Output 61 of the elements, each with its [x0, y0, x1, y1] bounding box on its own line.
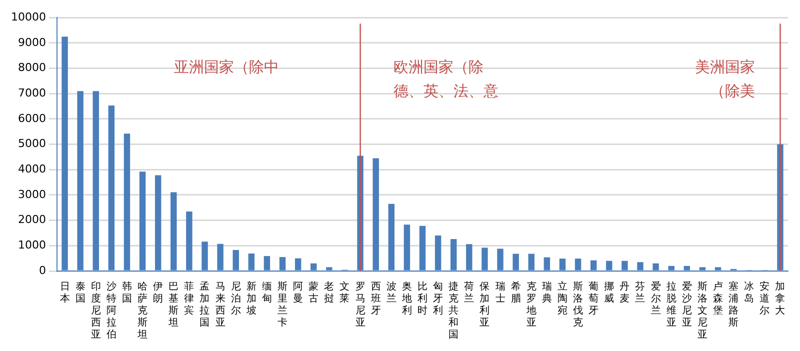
y-tick-label: 10000: [10, 10, 46, 24]
x-tick-label: 匈牙利: [433, 280, 444, 317]
x-tick-label: 缅甸: [262, 282, 272, 305]
y-tick-label: 8000: [18, 61, 46, 74]
x-tick-label: 斯洛文尼亚: [697, 280, 708, 341]
x-tick-label: 斯里兰卡: [278, 280, 288, 329]
y-tick-label: 9000: [18, 36, 46, 49]
x-tick-label: 立陶宛: [557, 280, 568, 317]
y-tick-label: 3000: [18, 188, 46, 201]
x-tick-label: 丹麦: [620, 282, 630, 305]
x-tick-label: 老挝: [324, 280, 334, 305]
x-tick-label: 波兰: [386, 280, 396, 305]
x-tick-label: 巴基斯坦: [168, 282, 179, 329]
x-tick-label: 印度尼西亚: [90, 280, 101, 341]
x-tick-label: 泰国: [75, 282, 86, 305]
x-tick-label: 挪威: [604, 280, 614, 305]
x-tick-label: 安道尔: [760, 280, 770, 317]
y-tick-label: 5000: [18, 137, 46, 150]
x-tick-label: 罗马尼亚: [355, 282, 366, 329]
x-tick-label: 捷克共和国: [448, 280, 459, 341]
x-tick-label: 尼泊尔: [230, 282, 241, 317]
x-tick-label: 瑞典: [542, 280, 552, 305]
x-tick-label: 芬兰: [635, 280, 646, 305]
x-tick-label: 爱沙尼亚: [682, 280, 692, 329]
y-tick-label: 6000: [18, 112, 46, 125]
x-tick-label: 爱尔兰: [650, 280, 661, 317]
x-tick-label: 奥地利: [400, 280, 412, 317]
y-tick-label: 2000: [18, 213, 46, 226]
y-tick-label: 4000: [18, 162, 46, 176]
annotation: 欧洲国家（除德、英、法、意: [393, 58, 498, 100]
x-tick-label: 塞浦路斯: [728, 280, 739, 329]
x-tick-label: 保加利亚: [480, 282, 490, 329]
x-tick-label: 西班牙: [370, 282, 381, 317]
y-tick-label: 1000: [18, 238, 46, 252]
x-tick-label: 孟加拉国: [200, 282, 210, 329]
x-tick-label: 阿曼: [293, 282, 304, 305]
x-tick-label: 冰岛: [744, 280, 754, 305]
x-tick-label: 加拿大: [775, 280, 786, 317]
x-tick-label: 比利时: [417, 280, 428, 317]
x-tick-label: 荷兰: [464, 280, 474, 305]
x-tick-label: 拉脱维亚: [666, 280, 676, 329]
x-tick-label: 克罗地亚: [525, 280, 536, 329]
x-tick-label: 沙特阿拉伯: [106, 280, 116, 341]
x-tick-label: 日本: [60, 282, 70, 305]
x-tick-label: 瑞士: [495, 280, 506, 305]
x-tick-label: 菲律宾: [184, 280, 194, 317]
x-tick-label: 蒙古: [308, 280, 319, 305]
x-tick-label: 斯洛伐克: [573, 280, 584, 329]
x-tick-label: 伊朗: [153, 282, 164, 305]
x-tick-label: 希腊: [510, 280, 521, 305]
y-tick-label: 7000: [18, 86, 46, 100]
x-tick-label: 新加坡: [245, 280, 256, 317]
y-tick-label: 0: [38, 264, 46, 277]
x-tick-label: 文莱: [340, 280, 350, 305]
x-tick-label: 哈萨克斯坦: [136, 280, 148, 341]
x-tick-label: 卢森堡: [713, 280, 724, 317]
x-tick-label: 马来西亚: [215, 282, 226, 329]
x-tick-label: 韩国: [122, 280, 132, 305]
annotation: 美洲国家（除美: [695, 58, 756, 100]
annotation: 亚洲国家（除中: [174, 58, 279, 76]
x-tick-label: 葡萄牙: [588, 280, 599, 317]
